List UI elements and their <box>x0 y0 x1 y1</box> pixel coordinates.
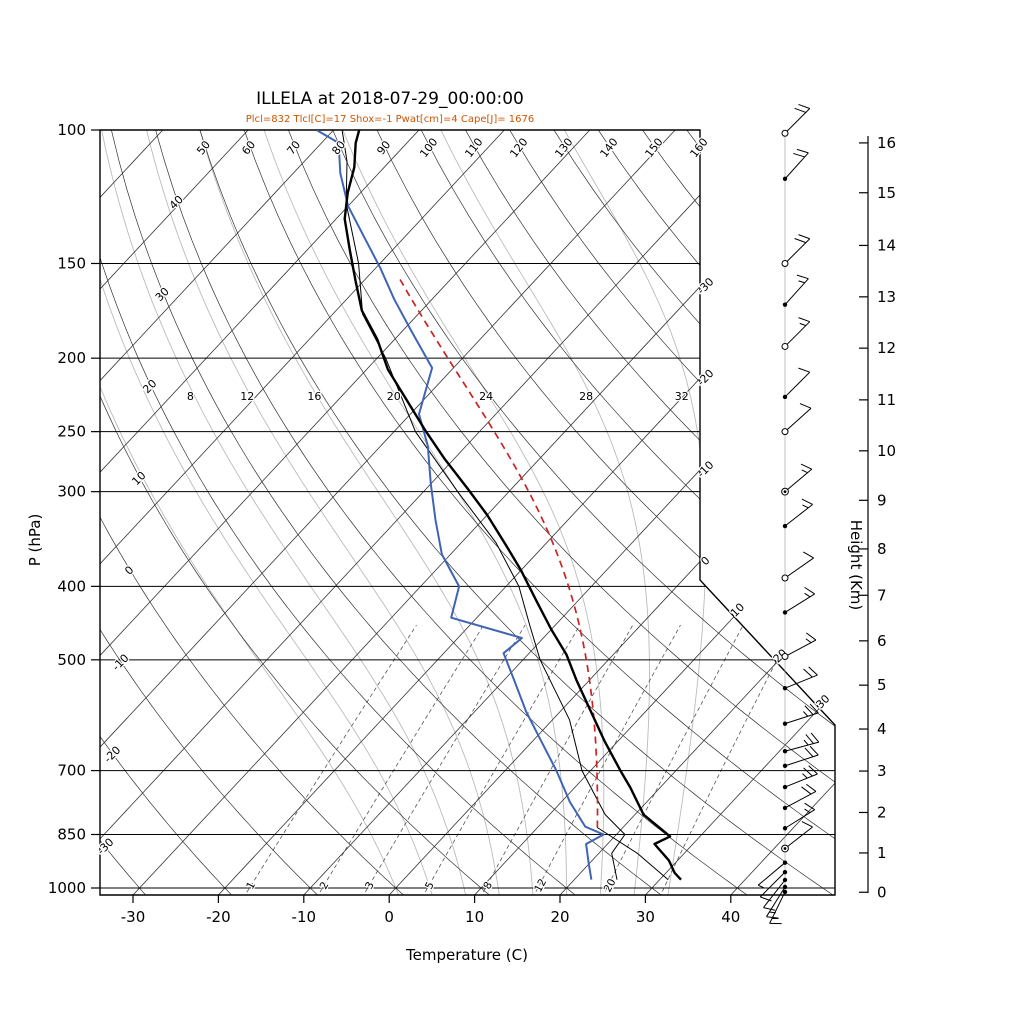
svg-text:1: 1 <box>877 844 887 862</box>
svg-text:15: 15 <box>877 184 896 202</box>
svg-text:6: 6 <box>877 632 887 650</box>
svg-text:11: 11 <box>877 391 896 409</box>
svg-text:-10: -10 <box>292 908 317 926</box>
svg-text:20: 20 <box>550 908 569 926</box>
svg-text:400: 400 <box>57 577 86 595</box>
svg-text:4: 4 <box>877 720 887 738</box>
svg-text:28: 28 <box>579 390 593 403</box>
chart-title: ILLELA at 2018-07-29_00:00:00 <box>256 89 524 109</box>
svg-text:1000: 1000 <box>48 879 86 897</box>
height-axis-title: Height (Km) <box>847 520 865 611</box>
chart-parcel-info: Plcl=832 Tlcl[C]=17 Shox=-1 Pwat[cm]=4 C… <box>246 114 535 125</box>
temperature-axis-title: Temperature (C) <box>405 946 528 964</box>
svg-text:32: 32 <box>675 390 689 403</box>
svg-text:300: 300 <box>57 483 86 501</box>
svg-text:0: 0 <box>384 908 394 926</box>
svg-text:850: 850 <box>57 825 86 843</box>
svg-text:9: 9 <box>877 491 887 509</box>
svg-text:7: 7 <box>877 586 887 604</box>
svg-text:8: 8 <box>877 540 887 558</box>
svg-text:5: 5 <box>877 676 887 694</box>
svg-text:12: 12 <box>877 339 896 357</box>
svg-text:10: 10 <box>877 442 896 460</box>
svg-text:10: 10 <box>465 908 484 926</box>
svg-text:8: 8 <box>187 390 194 403</box>
svg-text:40: 40 <box>721 908 740 926</box>
svg-text:200: 200 <box>57 349 86 367</box>
svg-text:700: 700 <box>57 762 86 780</box>
svg-text:14: 14 <box>877 236 896 254</box>
svg-text:2: 2 <box>877 803 887 821</box>
svg-text:16: 16 <box>307 390 321 403</box>
svg-text:3: 3 <box>877 762 887 780</box>
svg-text:0: 0 <box>877 883 887 901</box>
pressure-axis-title: P (hPa) <box>26 514 44 567</box>
svg-text:24: 24 <box>479 390 493 403</box>
svg-text:100: 100 <box>57 121 86 139</box>
svg-text:13: 13 <box>877 288 896 306</box>
svg-text:-20: -20 <box>206 908 231 926</box>
svg-text:16: 16 <box>877 134 896 152</box>
svg-text:20: 20 <box>387 390 401 403</box>
svg-text:12: 12 <box>240 390 254 403</box>
svg-text:150: 150 <box>57 254 86 272</box>
svg-text:-30: -30 <box>121 908 146 926</box>
svg-text:30: 30 <box>636 908 655 926</box>
svg-text:500: 500 <box>57 651 86 669</box>
svg-text:250: 250 <box>57 423 86 441</box>
